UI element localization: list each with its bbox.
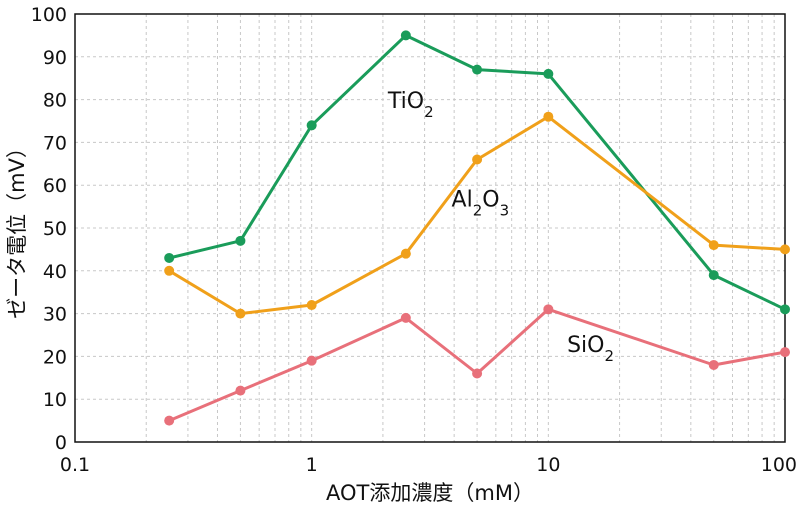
- data-point-al2o3: [235, 308, 246, 319]
- data-point-tio2: [235, 235, 246, 246]
- x-tick-label: 10: [536, 454, 560, 476]
- y-tick-label: 50: [43, 218, 67, 240]
- data-point-al2o3: [780, 244, 790, 255]
- y-axis-title: ゼータ電位（mV）: [5, 137, 29, 319]
- data-point-sio2: [472, 368, 483, 379]
- y-axis-ticks: 0 10 20 30 40 50 60 70 80 90 100: [31, 4, 67, 454]
- data-point-tio2: [306, 120, 317, 131]
- series-label-sio2: SiO2: [567, 333, 614, 365]
- y-tick-label: 10: [43, 389, 67, 411]
- data-point-sio2: [543, 304, 554, 315]
- y-tick-label: 30: [43, 304, 67, 326]
- data-point-tio2: [708, 270, 719, 281]
- data-point-al2o3: [472, 154, 483, 165]
- y-tick-label: 60: [43, 175, 67, 197]
- y-tick-label: 0: [55, 432, 67, 454]
- series-line-sio2: [168, 307, 786, 422]
- y-tick-label: 20: [43, 346, 67, 368]
- data-point-tio2: [164, 252, 175, 263]
- data-point-sio2: [400, 312, 411, 323]
- data-point-sio2: [780, 347, 790, 358]
- plot-frame: [74, 13, 786, 443]
- data-point-al2o3: [708, 240, 719, 251]
- x-tick-label: 100: [761, 454, 797, 476]
- data-point-sio2: [235, 385, 246, 396]
- data-point-tio2: [543, 68, 554, 79]
- data-point-sio2: [164, 415, 175, 426]
- grid: [75, 14, 785, 442]
- data-point-al2o3: [306, 300, 317, 311]
- series-label-tio2: TiO2: [387, 89, 434, 121]
- series-line-tio2: [168, 33, 786, 311]
- data-point-sio2: [708, 359, 719, 370]
- y-tick-label: 40: [43, 261, 67, 283]
- y-tick-label: 100: [31, 4, 67, 26]
- y-tick-label: 70: [43, 132, 67, 154]
- series-label-al2o3: Al2O3: [452, 188, 510, 220]
- y-tick-label: 90: [43, 47, 67, 69]
- data-point-tio2: [400, 30, 411, 41]
- data-point-al2o3: [543, 111, 554, 122]
- x-tick-label: 1: [306, 454, 318, 476]
- data-point-al2o3: [164, 265, 175, 276]
- x-axis-ticks: 0.1 1 10 100: [60, 454, 797, 476]
- data-point-sio2: [306, 355, 317, 366]
- data-point-al2o3: [400, 248, 411, 259]
- data-point-tio2: [780, 304, 790, 315]
- x-tick-label: 0.1: [60, 454, 90, 476]
- series-line-al2o3: [168, 115, 786, 316]
- x-axis-title: AOT添加濃度（mM）: [326, 481, 534, 505]
- series-lines: [168, 33, 786, 422]
- y-tick-label: 80: [43, 90, 67, 112]
- data-point-tio2: [472, 64, 483, 75]
- series-points: [164, 30, 790, 426]
